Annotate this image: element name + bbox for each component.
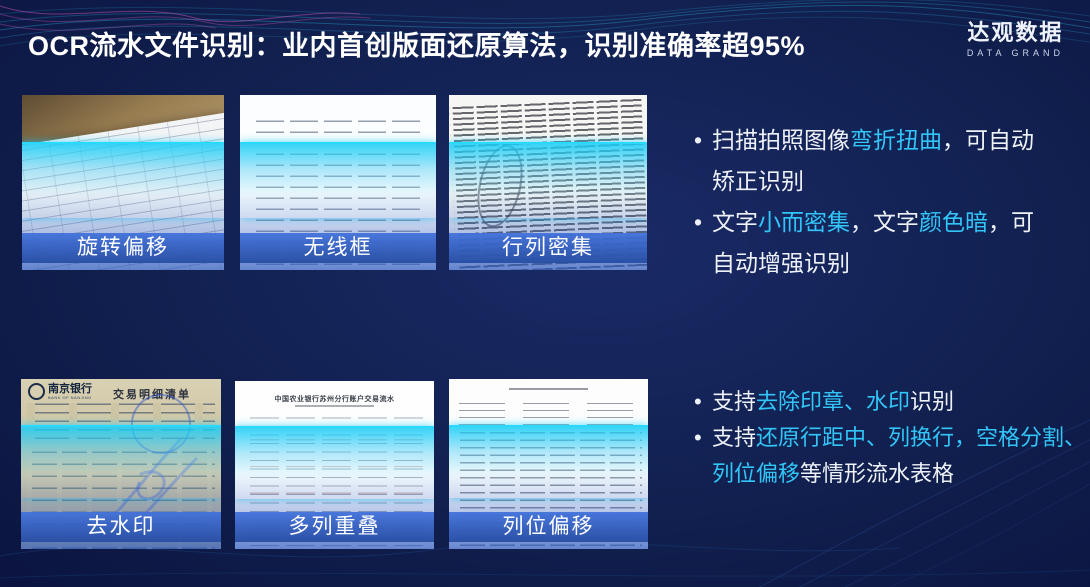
tile-caption: 列位偏移 (449, 512, 648, 542)
document-title: 中国农业银行苏州分行账户交易流水 (274, 396, 395, 404)
text-segment: 扫描拍照图像 (712, 127, 850, 153)
text-segment: ，可自动增强识别 (712, 209, 1034, 276)
tile-caption: 行列密集 (449, 233, 647, 263)
bullet-item: • 扫描拍照图像弯折扭曲，可自动矫正识别 (694, 120, 1046, 202)
sample-no-grid-lines: 无线框 (240, 95, 436, 270)
header-info-rows (458, 399, 639, 425)
highlight-segment: 颜色暗 (919, 209, 988, 235)
highlight-segment: 小而密集 (758, 209, 850, 235)
title-line (508, 387, 589, 390)
tile-caption: 多列重叠 (235, 512, 434, 542)
bullet-text: 扫描拍照图像弯折扭曲，可自动矫正识别 (712, 120, 1046, 202)
bullet-item: • 文字小而密集，文字颜色暗，可自动增强识别 (694, 202, 1046, 284)
brand-logo-en: DATA GRAND (966, 48, 1064, 58)
tile-caption: 无线框 (240, 233, 436, 263)
feature-bullets-bottom: • 支持去除印章、水印识别 • 支持还原行距中、列换行，空格分割、列位偏移等情形… (694, 384, 1090, 492)
page-title: OCR流水文件识别：业内首创版面还原算法，识别准确率超95% (28, 31, 806, 61)
highlight-segment: 弯折扭曲 (850, 127, 942, 153)
bullet-dot: • (694, 425, 702, 450)
sample-watermark-removal: 南京银行 BANK OF NANJING 交易明细清单 去水印 (21, 379, 221, 549)
bank-logo: 南京银行 BANK OF NANJING (28, 383, 92, 400)
sample-column-offset: 列位偏移 (449, 379, 648, 549)
sample-multi-column-overlap: 中国农业银行苏州分行账户交易流水 多列重叠 (235, 381, 434, 549)
text-segment: 支持 (712, 389, 757, 414)
highlight-segment: 去除印章、水印 (756, 389, 911, 414)
tile-caption: 旋转偏移 (22, 233, 224, 263)
tile-caption: 去水印 (21, 512, 221, 542)
document-title: 交易明细清单 (113, 389, 191, 401)
text-segment: 支持 (712, 425, 757, 450)
bullet-item: • 支持还原行距中、列换行，空格分割、列位偏移等情形流水表格 (694, 420, 1090, 492)
brand-logo: 达观数据 DATA GRAND (967, 20, 1064, 58)
text-segment: 识别 (910, 389, 955, 414)
bullet-dot: • (694, 209, 703, 235)
bullet-text: 支持去除印章、水印识别 (712, 384, 954, 420)
bullet-dot: • (694, 127, 703, 153)
sample-dense-rows-columns: 行列密集 (449, 95, 647, 270)
bullet-text: 支持还原行距中、列换行，空格分割、列位偏移等情形流水表格 (712, 420, 1090, 492)
bullet-text: 文字小而密集，文字颜色暗，可自动增强识别 (712, 202, 1046, 284)
brand-logo-cn: 达观数据 (967, 20, 1064, 45)
bank-logo-icon (28, 383, 45, 400)
text-segment: 文字 (712, 209, 758, 235)
bank-name-cn: 南京银行 (48, 382, 92, 395)
text-segment: ，可自动矫正识别 (712, 127, 1034, 194)
bullet-item: • 支持去除印章、水印识别 (694, 384, 1090, 420)
sample-rotation-offset: 旋转偏移 (22, 95, 224, 270)
bullet-dot: • (694, 389, 702, 414)
feature-bullets-top: • 扫描拍照图像弯折扭曲，可自动矫正识别 • 文字小而密集，文字颜色暗，可自动增… (694, 120, 1046, 284)
highlight-segment: 还原行距中、列换行，空格分割、列位偏移 (712, 425, 1087, 486)
text-segment: 等情形流水表格 (800, 461, 955, 486)
text-segment: ，文字 (850, 209, 919, 235)
bank-name-en: BANK OF NANJING (48, 394, 92, 400)
subtitle-line (294, 405, 375, 408)
